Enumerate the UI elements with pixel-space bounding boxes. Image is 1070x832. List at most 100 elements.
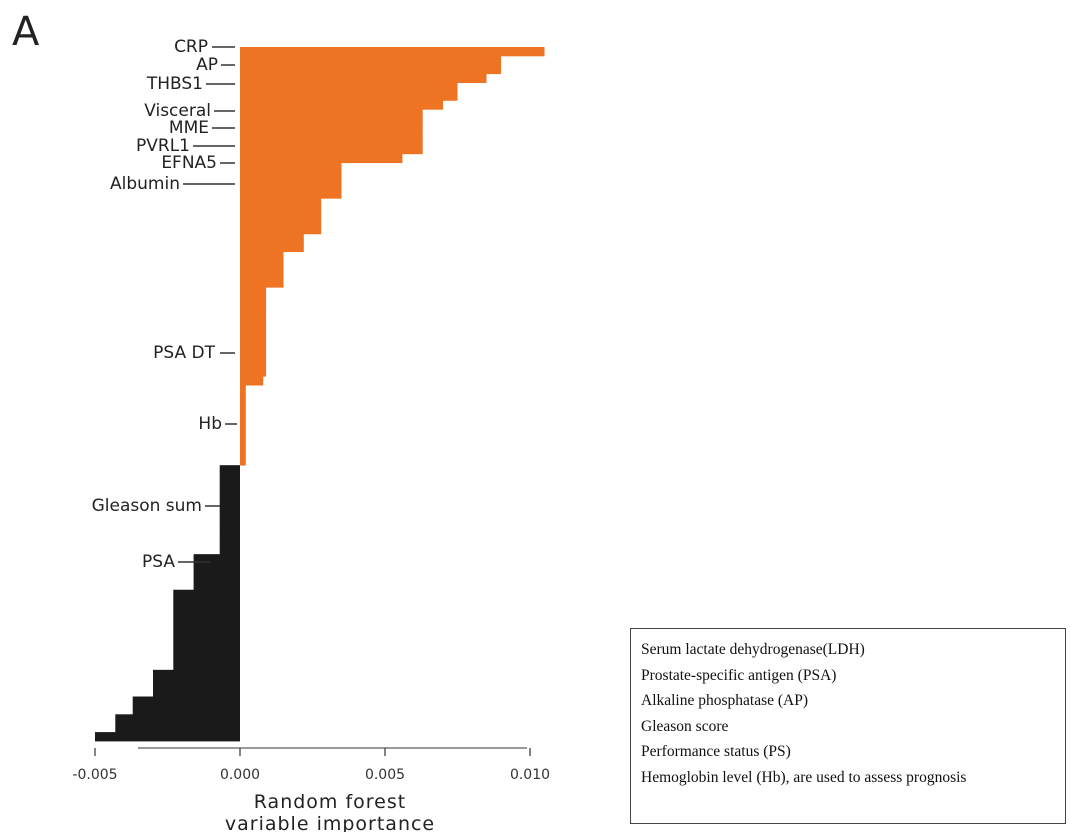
bar xyxy=(219,465,240,475)
bar xyxy=(240,376,264,386)
bar xyxy=(240,296,267,306)
bar xyxy=(240,198,322,208)
bar xyxy=(240,118,423,128)
bar xyxy=(240,456,246,466)
variable-label-visceral: Visceral xyxy=(144,101,211,121)
bar xyxy=(240,402,246,413)
bar xyxy=(240,153,403,164)
legend-line-ap: Alkaline phosphatase (AP) xyxy=(641,692,809,710)
bar xyxy=(240,109,423,119)
bar xyxy=(240,394,246,404)
bar xyxy=(193,563,240,573)
bar xyxy=(219,482,240,493)
x-tick-label: 0.005 xyxy=(365,767,405,783)
bar xyxy=(240,82,458,92)
variable-label-gleason-sum: Gleason sum xyxy=(92,496,202,516)
bar xyxy=(219,491,240,502)
bar xyxy=(132,705,240,715)
bar xyxy=(173,589,240,600)
bar xyxy=(240,224,322,235)
bar xyxy=(240,180,342,190)
bar xyxy=(193,554,240,564)
bar xyxy=(219,474,240,484)
bar xyxy=(240,216,322,226)
variable-label-efna5: EFNA5 xyxy=(161,153,217,173)
bar xyxy=(153,669,240,680)
bar xyxy=(240,47,545,57)
variable-label-ap: AP xyxy=(196,55,218,75)
bar xyxy=(219,518,240,528)
bar xyxy=(115,723,240,733)
bar xyxy=(153,687,240,697)
bar xyxy=(240,331,267,342)
x-tick-label: -0.005 xyxy=(72,767,117,783)
bar xyxy=(240,73,487,83)
bar xyxy=(240,162,342,172)
bars-group xyxy=(95,47,545,742)
variable-label-pvrl1: PVRL1 xyxy=(136,136,190,156)
x-ticks-group: -0.005 0.000 0.005 0.010 xyxy=(72,748,550,783)
bar xyxy=(240,358,267,368)
bar xyxy=(173,616,240,626)
bar xyxy=(219,509,240,519)
bar xyxy=(173,634,240,644)
legend-line-ldh: Serum lactate dehydrogenase(LDH) xyxy=(641,641,865,658)
x-tick-label: 0.000 xyxy=(220,767,260,783)
bar xyxy=(95,732,240,742)
panel-label: A xyxy=(12,9,40,55)
legend-line-gleason: Gleason score xyxy=(641,717,729,735)
bar xyxy=(240,207,322,217)
bar xyxy=(240,91,458,101)
x-axis-title-line-1: Random forest xyxy=(254,791,406,813)
variable-label-psa-dt: PSA DT xyxy=(153,343,215,363)
bar xyxy=(193,571,240,582)
bar xyxy=(173,607,240,617)
bar xyxy=(240,144,423,155)
bar xyxy=(240,100,443,110)
bar xyxy=(240,313,267,324)
bar xyxy=(219,527,240,537)
variable-label-hb: Hb xyxy=(198,414,222,434)
legend-line-ps: Performance status (PS) xyxy=(641,743,791,761)
bar xyxy=(240,135,423,146)
bar xyxy=(240,349,267,359)
bar xyxy=(240,322,267,333)
legend-line-psa: Prostate-specific antigen (PSA) xyxy=(641,666,837,684)
variable-label-thbs1: THBS1 xyxy=(146,74,203,94)
bar xyxy=(173,652,240,662)
bar xyxy=(173,660,240,671)
bar xyxy=(132,696,240,706)
bar xyxy=(240,233,304,244)
bar xyxy=(240,305,267,315)
bar xyxy=(240,251,284,261)
variable-label-psa: PSA xyxy=(142,552,175,572)
bar xyxy=(240,242,304,253)
bar xyxy=(240,64,501,75)
bar xyxy=(153,678,240,689)
bar xyxy=(173,598,240,608)
bar xyxy=(240,411,246,422)
bar xyxy=(240,429,246,439)
bar xyxy=(219,536,240,546)
x-axis-title-line-2: variable importance xyxy=(225,813,435,832)
bar xyxy=(240,385,246,395)
bar xyxy=(240,438,246,448)
bar xyxy=(193,580,240,591)
legend-line-hb: Hemoglobin level (Hb), are used to asses… xyxy=(641,768,967,786)
bar xyxy=(240,269,284,279)
variable-label-albumin: Albumin xyxy=(110,174,180,194)
bar xyxy=(219,545,240,555)
bar xyxy=(240,287,267,297)
bar xyxy=(240,420,246,430)
x-tick-label: 0.010 xyxy=(510,767,550,783)
bar xyxy=(240,278,284,288)
bar xyxy=(240,189,342,199)
variable-label-mme: MME xyxy=(169,118,209,138)
bar xyxy=(240,367,267,377)
bar xyxy=(240,260,284,270)
bar xyxy=(173,643,240,653)
bar xyxy=(240,340,267,350)
bar xyxy=(115,714,240,724)
